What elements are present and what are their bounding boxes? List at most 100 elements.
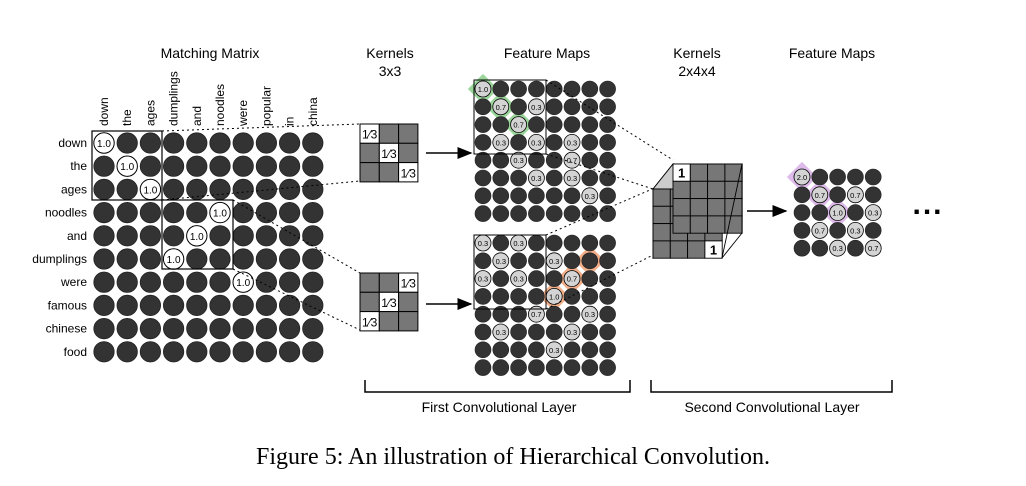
feature-cell [492, 151, 510, 169]
kernel3d-cell [707, 198, 726, 217]
matrix-cell [278, 178, 301, 200]
connector-matrix-k2-b [232, 268, 361, 331]
feature-value-cell [864, 204, 882, 222]
feature-maps-2-title: Feature Maps [789, 45, 875, 61]
kernel3d-cell [652, 240, 671, 259]
continuation-ellipsis: ... [912, 188, 943, 221]
feature-value-cell [847, 186, 864, 204]
matrix-cell [209, 132, 231, 154]
matrix-cell [116, 317, 138, 340]
feature-cell [474, 359, 492, 376]
feature-value: 0.3 [585, 310, 595, 319]
feature-cell [492, 359, 510, 376]
matrix-cell [139, 202, 161, 224]
matrix-cell [116, 341, 138, 363]
matrix-cell [209, 155, 231, 177]
matrix-cell [209, 178, 231, 200]
feature-cell [599, 205, 616, 222]
feature-value: 0.3 [496, 328, 506, 337]
matrix-cell [278, 225, 301, 247]
matrix-cell [278, 294, 301, 316]
matrix-cell [209, 294, 231, 316]
column-word: china [306, 97, 320, 126]
feature-value-cell [528, 169, 545, 187]
matrix-cell [139, 155, 161, 177]
kernel-cell [398, 311, 419, 332]
matrix-cell [93, 178, 115, 200]
feature-cell [510, 98, 527, 116]
kernel3d-cell [669, 240, 689, 259]
feature-cell [581, 98, 599, 116]
feature-cell [599, 359, 616, 376]
feature-cell [492, 305, 510, 323]
feature-cell [581, 252, 599, 270]
matrix-cell [232, 317, 254, 340]
kernels-3x3-size: 3x3 [379, 63, 402, 79]
feature-cell [563, 305, 581, 323]
feature-cell [474, 288, 492, 305]
row-word: and [67, 229, 87, 243]
matrix-cell [163, 271, 185, 293]
kernel-weight-label: 1⁄3 [401, 166, 417, 180]
row-word: were [60, 275, 87, 289]
kernel3d-weight-label: 1 [678, 166, 685, 181]
kernel3d-front-layer: 1 [672, 163, 743, 234]
matrix-match-value: 1.0 [120, 162, 134, 173]
matrix-cell [278, 317, 301, 340]
matrix-match-value: 1.0 [190, 232, 204, 243]
feature-value-cell [581, 305, 599, 323]
matrix-cell [186, 155, 208, 177]
feature-cell [829, 186, 846, 204]
matrix-cell [302, 155, 324, 177]
matrix-cell [302, 294, 324, 316]
matrix-cell [278, 155, 301, 177]
feature-cell [474, 205, 492, 222]
kernel3d-cell [689, 215, 709, 234]
feature-value-cell [847, 221, 864, 239]
feature-cell [599, 288, 616, 305]
connector-matrix-k1-a [161, 123, 361, 132]
matrix-match-cell [209, 201, 231, 224]
feature-cell [581, 234, 599, 252]
matrix-cell [163, 341, 185, 363]
matrix-cell [93, 248, 115, 270]
matrix-window-1 [91, 130, 163, 201]
column-word: in [283, 117, 297, 126]
feature-cell [581, 359, 599, 376]
matching-matrix-title: Matching Matrix [161, 45, 260, 61]
kernel-cell [398, 142, 419, 164]
feature-cell [581, 134, 599, 151]
feature-cell [864, 222, 882, 239]
column-word: popular [259, 86, 273, 126]
feature-value: 0.7 [567, 156, 577, 165]
matrix-match-cell [116, 155, 138, 177]
feature-cell [474, 341, 492, 359]
feature-value: 0.7 [513, 121, 523, 130]
matrix-cell [139, 271, 161, 293]
matrix-cell [139, 317, 161, 340]
feature-value: 0.3 [832, 244, 842, 253]
matrix-cell [232, 248, 254, 270]
kernel-cell [359, 162, 380, 183]
feature-value: 0.3 [549, 257, 559, 266]
matrix-cell [116, 225, 138, 247]
feature-value-cell [510, 116, 527, 133]
feature-cell [581, 151, 599, 169]
kernel3d-cell [724, 180, 743, 200]
feature-cell [847, 168, 864, 186]
feature-cell [793, 204, 811, 221]
feature-cell [492, 270, 510, 287]
column-word: down [97, 97, 111, 126]
feature-cell [492, 341, 510, 359]
feature-value: 0.7 [815, 191, 825, 200]
feature-map-top-window [473, 79, 547, 155]
feature-cell [545, 359, 563, 376]
feature-value-cell [793, 168, 811, 186]
feature-cell [599, 151, 616, 169]
feature-cell [793, 239, 811, 257]
matrix-cell [139, 225, 161, 247]
connector-fm2-kernel3d-a [545, 179, 674, 236]
second-layer-label: Second Convolutional Layer [684, 399, 859, 415]
matrix-cell [186, 341, 208, 363]
matrix-cell [209, 317, 231, 340]
